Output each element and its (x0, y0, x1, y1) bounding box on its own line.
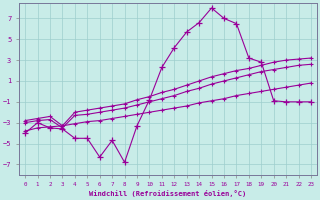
X-axis label: Windchill (Refroidissement éolien,°C): Windchill (Refroidissement éolien,°C) (90, 190, 247, 197)
